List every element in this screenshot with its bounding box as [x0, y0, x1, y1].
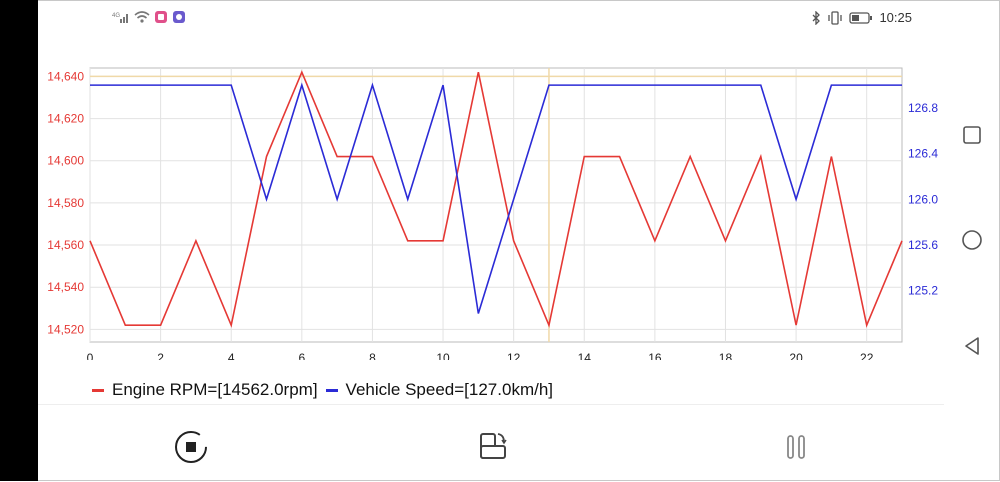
- chart-legend: Engine RPM=[14562.0rpm] Vehicle Speed=[1…: [92, 380, 561, 400]
- right-y-tick-label: 126.8: [908, 101, 938, 115]
- x-tick-label: 20: [789, 351, 803, 360]
- left-black-bar: [0, 0, 38, 481]
- right-y-tick-label: 125.6: [908, 238, 938, 252]
- status-time: 10:25: [879, 10, 912, 25]
- x-tick-label: 6: [298, 351, 305, 360]
- recents-button[interactable]: [959, 122, 985, 148]
- back-icon: [965, 337, 979, 355]
- status-left-icons: 4G: [112, 10, 186, 24]
- left-y-tick-label: 14,540: [47, 280, 84, 294]
- left-y-tick-label: 14,620: [47, 112, 84, 126]
- bluetooth-icon: [812, 10, 821, 25]
- x-tick-label: 10: [436, 351, 450, 360]
- screen-rotate-button[interactable]: [471, 427, 511, 467]
- system-navigation-bar: [944, 0, 1000, 481]
- x-tick-label: 14: [578, 351, 592, 360]
- x-tick-label: 4: [228, 351, 235, 360]
- right-y-tick-label: 126.0: [908, 192, 938, 206]
- stop-record-icon: [175, 431, 207, 463]
- vibrate-icon: [828, 10, 843, 25]
- left-y-tick-label: 14,600: [47, 154, 84, 168]
- home-button[interactable]: [959, 227, 985, 253]
- recents-icon: [963, 126, 981, 144]
- x-tick-label: 16: [648, 351, 662, 360]
- right-y-tick-label: 125.2: [908, 284, 938, 298]
- x-tick-label: 8: [369, 351, 376, 360]
- series-line-engine-rpm: [89, 70, 903, 328]
- series-line-vehicle-speed: [90, 82, 902, 314]
- x-tick-label: 22: [860, 351, 874, 360]
- left-y-tick-label: 14,560: [47, 238, 84, 252]
- bottom-toolbar: [38, 404, 944, 482]
- legend-label-speed: Vehicle Speed=[127.0km/h]: [345, 380, 553, 399]
- pause-button[interactable]: [776, 427, 816, 467]
- left-y-tick-label: 14,520: [47, 322, 84, 336]
- home-icon: [962, 230, 982, 250]
- left-y-tick-label: 14,580: [47, 196, 84, 210]
- line-chart: 0 2 4 6 8 10 12 14 16 18 20 22 14,520 14,540 14,560 14,…: [47, 67, 938, 360]
- x-tick-label: 0: [87, 351, 94, 360]
- plot-area: [89, 67, 903, 343]
- x-tick-label: 12: [507, 351, 521, 360]
- back-button[interactable]: [959, 333, 985, 359]
- x-tick-label: 18: [719, 351, 733, 360]
- status-bar: 4G 10:: [38, 0, 944, 40]
- app-notification-icon: [173, 11, 185, 23]
- app-notification-icon: [155, 11, 167, 23]
- legend-label-rpm: Engine RPM=[14562.0rpm]: [112, 380, 318, 399]
- signal-icon: 4G: [112, 13, 128, 23]
- legend-swatch-speed: [325, 388, 338, 392]
- svg-text:4G: 4G: [112, 13, 120, 19]
- wifi-icon: [134, 11, 150, 23]
- left-y-tick-label: 14,640: [47, 69, 84, 83]
- legend-swatch-rpm: [92, 388, 104, 392]
- right-y-tick-label: 126.4: [908, 147, 938, 161]
- battery-icon: [849, 11, 873, 24]
- legend-item-rpm: Engine RPM=[14562.0rpm]: [92, 380, 318, 400]
- pause-icon: [787, 435, 805, 459]
- legend-item-speed: Vehicle Speed=[127.0km/h]: [325, 380, 553, 400]
- x-tick-label: 2: [157, 351, 164, 360]
- stop-record-button[interactable]: [171, 427, 211, 467]
- screen-rotate-icon: [480, 433, 507, 459]
- status-right-icons: 10:25: [811, 10, 912, 25]
